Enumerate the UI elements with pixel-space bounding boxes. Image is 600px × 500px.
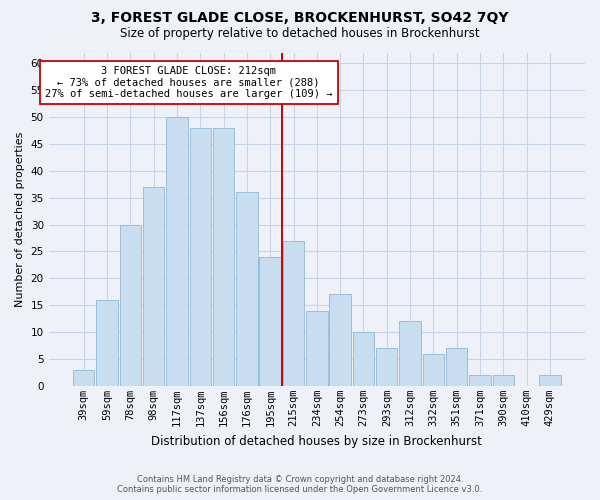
Bar [306,310,328,386]
Bar [469,375,491,386]
Y-axis label: Number of detached properties: Number of detached properties [15,132,25,307]
Bar [73,370,94,386]
Bar [400,322,421,386]
Bar [236,192,257,386]
Bar [119,224,141,386]
Bar [353,332,374,386]
X-axis label: Distribution of detached houses by size in Brockenhurst: Distribution of detached houses by size … [151,434,482,448]
Text: 3, FOREST GLADE CLOSE, BROCKENHURST, SO42 7QY: 3, FOREST GLADE CLOSE, BROCKENHURST, SO4… [91,11,509,25]
Bar [143,187,164,386]
Bar [376,348,397,386]
Text: Contains HM Land Registry data © Crown copyright and database right 2024.
Contai: Contains HM Land Registry data © Crown c… [118,474,482,494]
Text: 3 FOREST GLADE CLOSE: 212sqm
← 73% of detached houses are smaller (288)
27% of s: 3 FOREST GLADE CLOSE: 212sqm ← 73% of de… [45,66,332,99]
Bar [259,257,281,386]
Bar [190,128,211,386]
Bar [422,354,444,386]
Bar [97,300,118,386]
Bar [446,348,467,386]
Bar [493,375,514,386]
Bar [166,117,188,386]
Bar [213,128,235,386]
Bar [283,240,304,386]
Bar [539,375,560,386]
Text: Size of property relative to detached houses in Brockenhurst: Size of property relative to detached ho… [120,28,480,40]
Bar [329,294,351,386]
